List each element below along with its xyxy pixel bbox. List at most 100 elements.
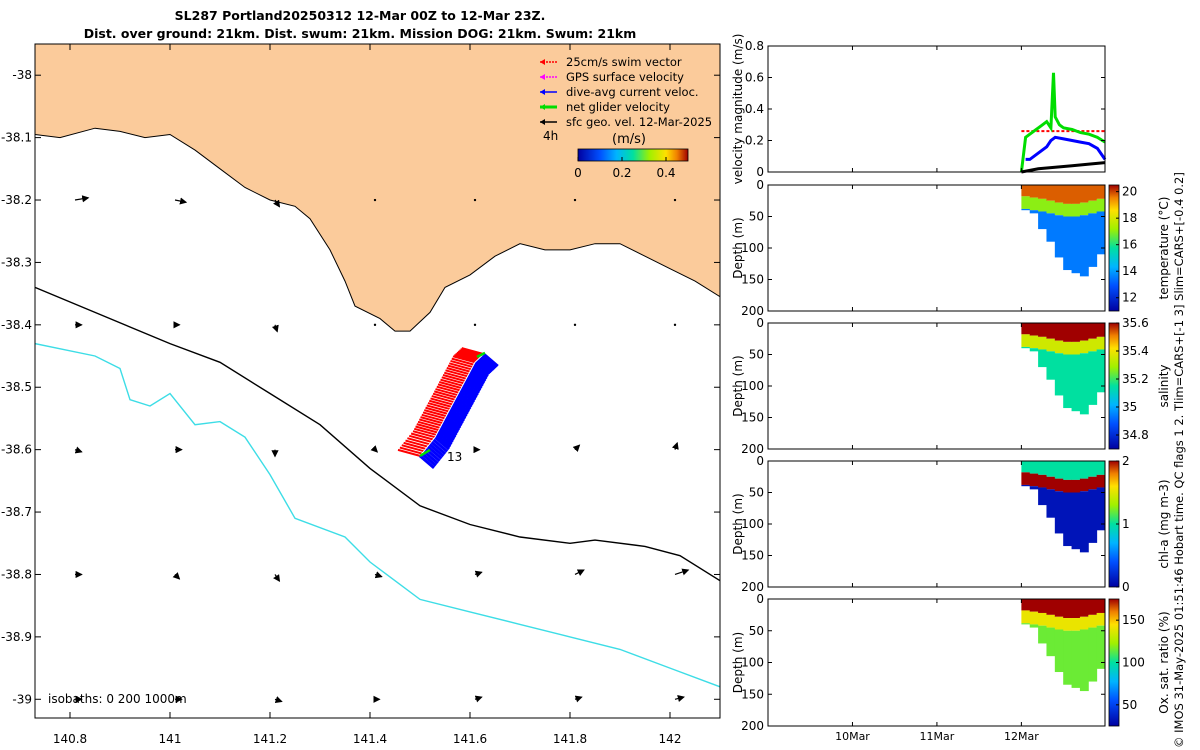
ytick-label: 200 (741, 442, 764, 456)
map-frame (34, 43, 721, 719)
profile-cell-top (1021, 461, 1031, 473)
profile-cell-top (1054, 323, 1064, 341)
swim-vector (455, 352, 478, 361)
colorbar-tick-label: 1 (1122, 517, 1130, 531)
profile-cell-deep (1071, 630, 1081, 688)
dive-avg-vector (447, 410, 464, 425)
geo-vector (674, 695, 685, 703)
profile-cell-mid (1046, 200, 1056, 214)
legend-arrowhead-gps (540, 74, 545, 80)
swim-vector (410, 432, 434, 441)
profile-cell-mid (1046, 338, 1056, 352)
dive-avg-vector (440, 424, 457, 439)
colorbar-tick-label: 16 (1122, 238, 1137, 252)
profile-cell-top (1088, 461, 1098, 477)
profile-cell-deep (1038, 211, 1047, 230)
dive-avg-vector (444, 417, 460, 432)
swim-vector (427, 402, 451, 411)
dive-avg-vector (420, 452, 437, 467)
dive-avg-vector (437, 429, 454, 444)
profile-cell-mid (1079, 478, 1089, 492)
panel-colorbar (1108, 322, 1120, 450)
map-xtick-label: 141.8 (553, 732, 587, 746)
profile-cell-deep (1046, 213, 1056, 242)
geo-vector (572, 444, 581, 453)
map-ytick-label: -38.8 (1, 567, 32, 581)
xtick-label: 10Mar (835, 730, 870, 743)
map-xtick-label: 141 (159, 732, 182, 746)
swim-vector (415, 425, 438, 434)
legend-label-swim: 25cm/s swim vector (566, 55, 682, 69)
profile-cell-top (1029, 185, 1039, 198)
colorbar-tick-label: 0.4 (656, 166, 675, 180)
dive-avg-vector (451, 403, 468, 418)
profile-cell-top (1079, 461, 1089, 479)
profile-cell-mid (1071, 341, 1081, 355)
geo-vector (574, 695, 583, 703)
map-xtick-label: 141.2 (253, 732, 287, 746)
ytick-label: 200 (741, 304, 764, 318)
ytick-label: 50 (749, 486, 764, 500)
dive-avg-vector (461, 384, 478, 399)
geo-vector (474, 570, 483, 578)
dive-avg-vector (474, 361, 490, 376)
geo-vector-dot (573, 198, 577, 202)
dive-avg-vector (446, 412, 463, 427)
profile-cell-deep (1054, 629, 1064, 673)
colorbar-tick-label: 100 (1122, 656, 1145, 670)
track-start-label: 13 (447, 450, 462, 464)
profile-cell-mid (1088, 200, 1098, 214)
speed-colorbar (577, 148, 689, 162)
profile-cell-deep (1029, 348, 1039, 352)
swim-vector (438, 381, 462, 389)
geo-vector (271, 324, 279, 333)
swim-vector (431, 395, 455, 404)
profile-cell-deep (1079, 215, 1089, 277)
dive-avg-vector (436, 431, 453, 446)
profile-cell-mid (1029, 197, 1039, 211)
dive-avg-vector (454, 398, 470, 413)
profile-cell-mid (1079, 340, 1089, 354)
legend-arrowhead-swim (540, 59, 545, 65)
panel-4: 0 1 2 chl-a (mg m-3) 0 50 100 150 200 Depth (m) (731, 454, 1171, 594)
dive-avg-vector (462, 382, 479, 397)
colorbar-tick-label: 35.6 (1122, 316, 1149, 330)
geo-vector-dot (473, 198, 477, 202)
dive-avg-vector (475, 359, 492, 375)
colorbar-tick-label: 35.4 (1122, 344, 1149, 358)
dive-avg-vector (432, 438, 449, 453)
profile-cell-top (1021, 599, 1031, 611)
profile-cell-deep (1063, 354, 1073, 409)
legend-arrowhead-dive (540, 89, 545, 95)
map-panel: 140.8 141 141.2 141.4 141.6 141.8 142 -38 -38.1 -… (1, 43, 721, 746)
profile-cell-top (1088, 323, 1098, 339)
dive-avg-vector (471, 365, 488, 381)
panel-5: 50 100 150 Ox. sat. ratio (%) 0 50 100 150 200 10… (731, 592, 1171, 743)
profile-cell-top (1021, 323, 1031, 335)
dive-avg-vector (430, 440, 447, 455)
profile-cell-deep (1029, 624, 1039, 628)
legend-label-geo: sfc geo. vel. 12-Mar-2025 (566, 115, 712, 129)
swim-vector (416, 423, 440, 432)
profile-cell-top (1029, 461, 1039, 474)
swim-vector (446, 367, 470, 375)
dive-avg-vector (464, 379, 480, 395)
ytick-label: 150 (741, 411, 764, 425)
swim-vector (422, 411, 446, 420)
profile-cell-mid (1038, 612, 1047, 626)
net-velocity-vector (419, 448, 431, 457)
ytick-label: 100 (741, 379, 764, 393)
dive-avg-vector (481, 354, 498, 369)
swim-vector (461, 347, 485, 356)
panel-3: 34.8 35 35.2 35.4 35.6 salinity 0 50 100 150 200 De… (731, 316, 1171, 456)
swim-vector (451, 357, 475, 366)
profile-cell-deep (1088, 351, 1098, 405)
ytick-label: 150 (741, 687, 764, 701)
colorbar-tick-label: 0.2 (612, 166, 631, 180)
profile-cell-mid (1088, 476, 1098, 490)
xtick-label: 12Mar (1004, 730, 1039, 743)
profile-cell-deep (1063, 630, 1073, 685)
map-ytick-label: -38.5 (1, 380, 32, 394)
swim-vector (418, 418, 442, 427)
geo-vector-dot (473, 323, 477, 327)
